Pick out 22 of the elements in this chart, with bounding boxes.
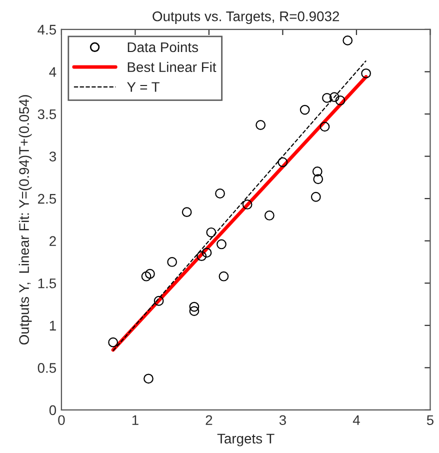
y-tick-label: 0 — [49, 405, 56, 416]
chart-title: Outputs vs. Targets, R=0.9032 — [152, 11, 340, 24]
legend-label: Y = T — [127, 82, 160, 92]
y-tick-label: 4.5 — [38, 24, 56, 35]
y-tick-label: 2.5 — [38, 194, 56, 204]
y-tick-label: 3 — [49, 152, 56, 162]
y-tick-label: 1 — [50, 320, 56, 330]
y-tick-label: 2 — [50, 236, 56, 246]
y-axis-title: Outputs Y, Linear Fit: Y=(0.94)T+(0.054) — [18, 95, 32, 345]
y-tick-label: 1.5 — [38, 278, 56, 288]
x-tick-label: 4 — [352, 415, 360, 425]
legend-label: Best Linear Fit — [128, 62, 216, 72]
x-axis-title: Targets T — [217, 434, 274, 446]
y-tick-label: 3.5 — [38, 109, 56, 120]
y-tick-label: 4 — [49, 67, 56, 77]
x-tick-label: 1 — [132, 415, 138, 425]
y-tick-label: 0.5 — [38, 363, 56, 373]
x-tick-label: 3 — [279, 415, 286, 426]
x-tick-label: 2 — [206, 415, 212, 425]
x-tick-label: 5 — [426, 415, 434, 426]
x-tick-label: 0 — [58, 415, 65, 426]
legend-label: Data Points — [128, 42, 198, 52]
